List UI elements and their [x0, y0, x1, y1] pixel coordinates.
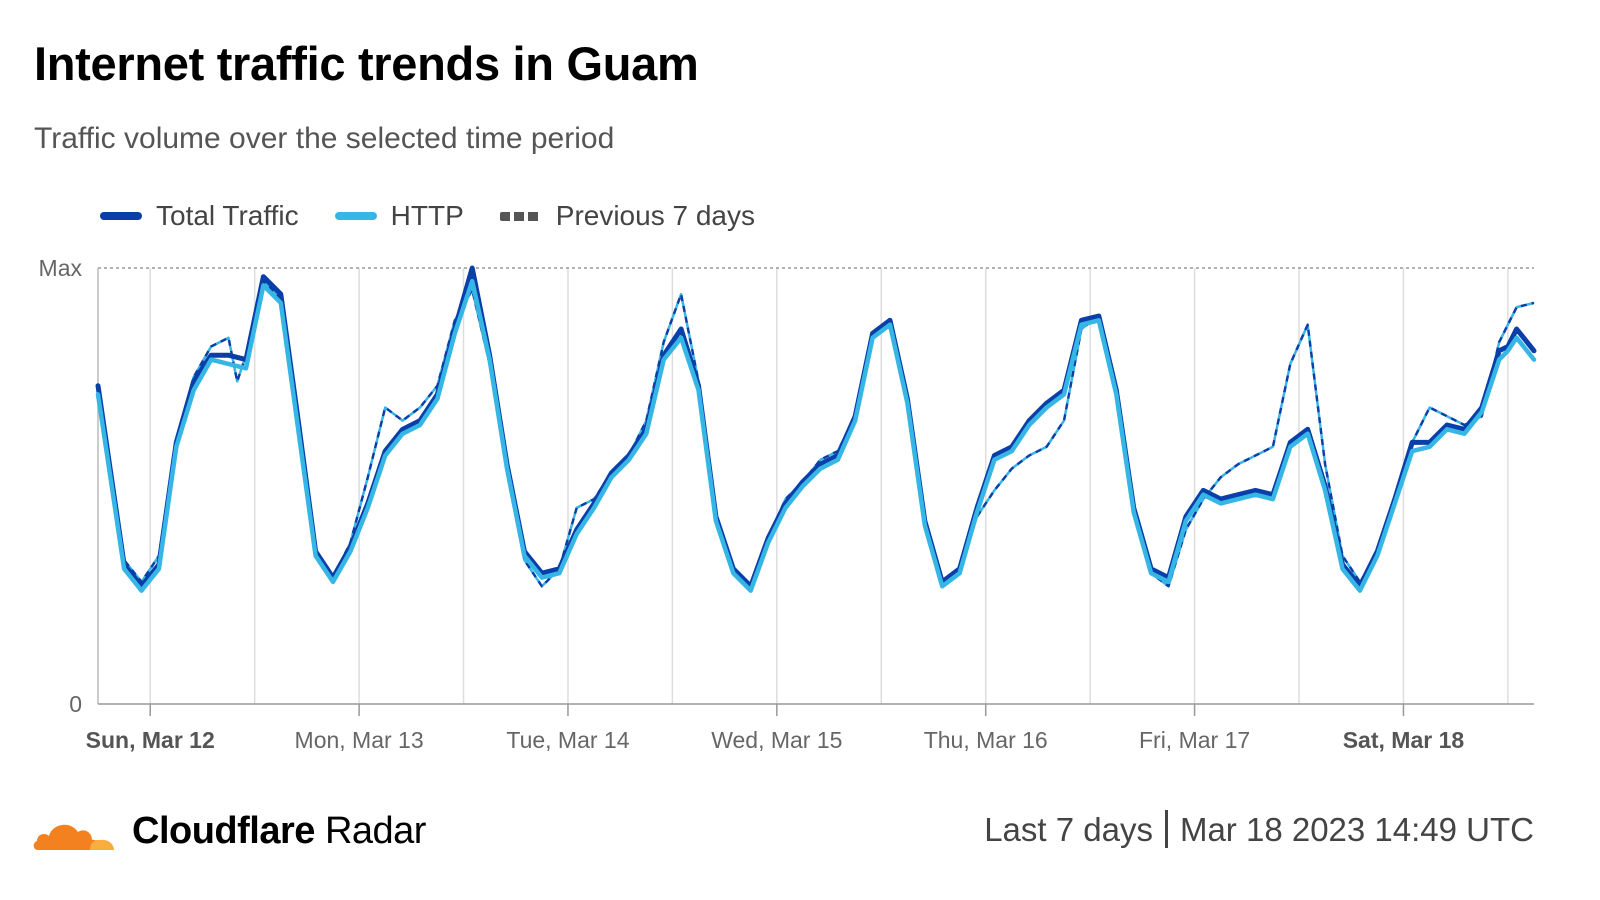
legend-swatch-total-traffic — [100, 212, 142, 220]
legend-item-previous-7-days[interactable]: Previous 7 days — [499, 200, 755, 232]
period-info: Last 7 days Mar 18 2023 14:49 UTC — [984, 810, 1534, 849]
legend-label-previous-7-days: Previous 7 days — [555, 200, 755, 231]
brand-logo: Cloudflare Radar — [32, 810, 426, 853]
legend-label-total-traffic: Total Traffic — [156, 200, 299, 231]
page-title: Internet traffic trends in Guam — [34, 37, 699, 90]
chart-legend: Total Traffic HTTP Previous 7 days — [100, 196, 755, 236]
x-tick-label: Sat, Mar 18 — [1343, 727, 1465, 753]
x-tick-label: Sun, Mar 12 — [86, 727, 215, 753]
legend-label-http: HTTP — [390, 200, 464, 231]
x-tick-label: Thu, Mar 16 — [924, 727, 1048, 753]
chart-series — [95, 265, 1537, 593]
x-tick-label: Tue, Mar 14 — [506, 727, 629, 753]
period-range: Last 7 days — [984, 811, 1153, 848]
y-tick-label: Max — [39, 255, 83, 281]
chart-grid — [98, 267, 1534, 704]
x-tick-label: Wed, Mar 15 — [711, 727, 842, 753]
brand-name-rest: Radar — [314, 810, 427, 852]
brand-name: Cloudflare Radar — [132, 810, 426, 853]
x-tick-label: Fri, Mar 17 — [1139, 727, 1250, 753]
series-line-http — [95, 278, 1537, 593]
y-tick-label: 0 — [69, 691, 82, 717]
brand-name-bold: Cloudflare — [132, 810, 315, 852]
legend-swatch-http — [334, 212, 377, 220]
legend-item-http[interactable]: HTTP — [334, 200, 464, 232]
period-divider — [1164, 810, 1168, 848]
cloud-logo-icon — [33, 824, 114, 850]
legend-swatch-previous-7-days — [499, 211, 542, 221]
period-timestamp: Mar 18 2023 14:49 UTC — [1179, 811, 1534, 848]
page-subtitle: Traffic volume over the selected time pe… — [34, 122, 615, 155]
x-tick-label: Mon, Mar 13 — [295, 727, 424, 753]
legend-item-total-traffic[interactable]: Total Traffic — [100, 200, 299, 232]
